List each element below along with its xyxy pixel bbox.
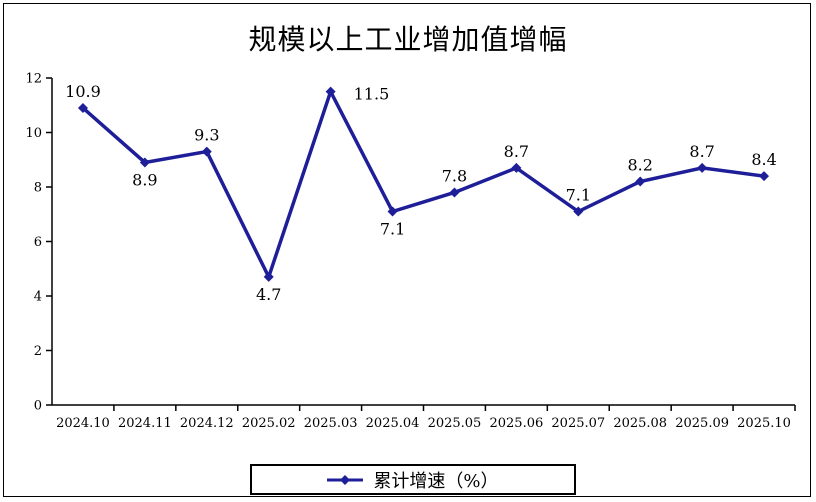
data-point-marker xyxy=(263,271,274,282)
data-point-label: 9.3 xyxy=(194,126,219,145)
legend-box: 累计增速（%） xyxy=(250,464,576,495)
data-point-label: 7.8 xyxy=(442,166,467,185)
data-point-marker xyxy=(511,162,522,173)
data-point-label: 8.7 xyxy=(689,142,714,161)
x-tick-label: 2024.12 xyxy=(180,416,234,431)
data-point-marker xyxy=(759,171,770,182)
data-point-label: 4.7 xyxy=(256,285,281,304)
data-point-label: 8.7 xyxy=(504,142,529,161)
x-tick-label: 2024.11 xyxy=(118,416,172,431)
data-point-label: 8.4 xyxy=(751,150,776,169)
y-tick-label: 2 xyxy=(34,344,42,359)
data-point-label: 11.5 xyxy=(354,85,390,104)
chart-border-frame xyxy=(3,3,811,497)
x-tick-label: 2025.10 xyxy=(737,416,791,431)
x-tick-label: 2025.08 xyxy=(613,416,667,431)
x-tick-label: 2025.05 xyxy=(428,416,482,431)
data-point-marker xyxy=(573,206,584,217)
y-tick-label: 4 xyxy=(34,290,42,305)
x-tick-label: 2025.03 xyxy=(304,416,358,431)
legend-line-marker-icon xyxy=(327,474,364,485)
data-point-marker xyxy=(201,146,212,157)
data-point-marker xyxy=(325,86,336,97)
y-tick-label: 10 xyxy=(25,126,42,141)
data-point-label: 7.1 xyxy=(380,220,405,239)
chart-title: 规模以上工业增加值增幅 xyxy=(248,23,568,56)
x-tick-label: 2024.10 xyxy=(56,416,110,431)
y-tick-label: 12 xyxy=(25,72,42,87)
data-point-marker xyxy=(697,162,708,173)
series-line xyxy=(81,87,765,282)
data-point-marker xyxy=(449,187,460,198)
y-tick-label: 8 xyxy=(34,181,42,196)
data-point-label: 7.1 xyxy=(566,186,591,205)
x-tick-label: 2025.06 xyxy=(489,416,543,431)
data-point-marker xyxy=(77,102,88,113)
data-point-marker xyxy=(387,206,398,217)
x-tick-label: 2025.04 xyxy=(366,416,420,431)
x-tick-label: 2025.07 xyxy=(551,416,605,431)
data-point-label: 8.9 xyxy=(132,170,157,189)
data-point-label: 8.2 xyxy=(627,156,652,175)
data-point-marker xyxy=(139,157,150,168)
data-point-label: 10.9 xyxy=(65,82,101,101)
y-tick-label: 0 xyxy=(34,399,42,414)
y-tick-label: 6 xyxy=(34,235,42,250)
data-point-marker xyxy=(635,176,646,187)
x-tick-label: 2025.09 xyxy=(675,416,729,431)
legend-diamond-marker xyxy=(340,474,351,485)
legend-series-label: 累计增速（%） xyxy=(373,470,499,492)
x-tick-label: 2025.02 xyxy=(242,416,296,431)
